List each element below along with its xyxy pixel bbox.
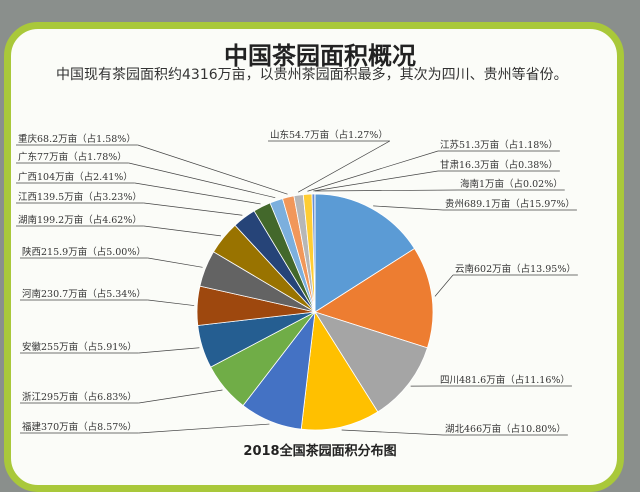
leader-line: [298, 141, 390, 192]
page: {"chart_data": {"type": "pie", "title": …: [0, 0, 640, 480]
leader-line: [139, 348, 200, 353]
slice-label: 陕西215.9万亩（占5.00%）: [22, 246, 146, 258]
leader-line: [307, 151, 438, 191]
slice-label: 广东77万亩（占1.78%）: [18, 151, 127, 163]
leader-line: [139, 424, 270, 433]
leader-line: [144, 226, 221, 236]
chart: 贵州689.1万亩（占15.97%） 云南602万亩（占13.95%） 四川481.…: [0, 0, 640, 480]
slice-label: 河南230.7万亩（占5.34%）: [22, 288, 146, 300]
leader-line: [435, 275, 453, 296]
slice-label: 浙江295万亩（占6.83%）: [22, 391, 137, 403]
leader-line: [373, 206, 443, 210]
leader-line: [342, 430, 443, 435]
slice-label: 四川481.6万亩（占11.16%）: [440, 374, 570, 386]
slice-label: 广西104万亩（占2.41%）: [18, 171, 133, 183]
slice-label: 海南1万亩（占0.02%）: [460, 178, 563, 190]
slice-label: 湖南199.2万亩（占4.62%）: [18, 214, 142, 226]
leader-line: [138, 145, 288, 194]
slice-label: 贵州689.1万亩（占15.97%）: [445, 198, 575, 210]
slice-label: 安徽255万亩（占5.91%）: [22, 341, 137, 353]
leader-line: [139, 390, 223, 403]
slice-label: 湖北466万亩（占10.80%）: [445, 423, 566, 435]
leader-line: [315, 190, 458, 191]
leader-line: [148, 258, 203, 267]
slice-label: 重庆68.2万亩（占1.58%）: [18, 133, 136, 145]
slice-label: 江西139.5万亩（占3.23%）: [18, 191, 142, 203]
slice-label: 山东54.7万亩（占1.27%）: [270, 129, 388, 141]
leader-line: [129, 163, 275, 198]
leader-line: [148, 300, 194, 306]
leader-line: [135, 183, 261, 204]
slice-label: 云南602万亩（占13.95%）: [455, 263, 576, 275]
leader-line: [144, 203, 242, 215]
leader-line: [313, 171, 438, 191]
slice-label: 江苏51.3万亩（占1.18%）: [440, 139, 558, 151]
slice-label: 福建370万亩（占8.57%）: [22, 421, 137, 433]
slice-label: 甘肃16.3万亩（占0.38%）: [440, 159, 558, 171]
